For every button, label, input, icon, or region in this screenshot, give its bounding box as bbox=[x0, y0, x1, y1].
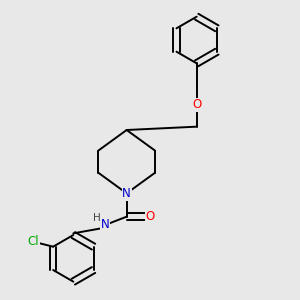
Text: O: O bbox=[146, 210, 154, 223]
Text: N: N bbox=[122, 187, 131, 200]
Text: O: O bbox=[192, 98, 201, 112]
Text: N: N bbox=[100, 218, 109, 232]
Text: Cl: Cl bbox=[27, 235, 39, 248]
Text: H: H bbox=[93, 213, 101, 223]
